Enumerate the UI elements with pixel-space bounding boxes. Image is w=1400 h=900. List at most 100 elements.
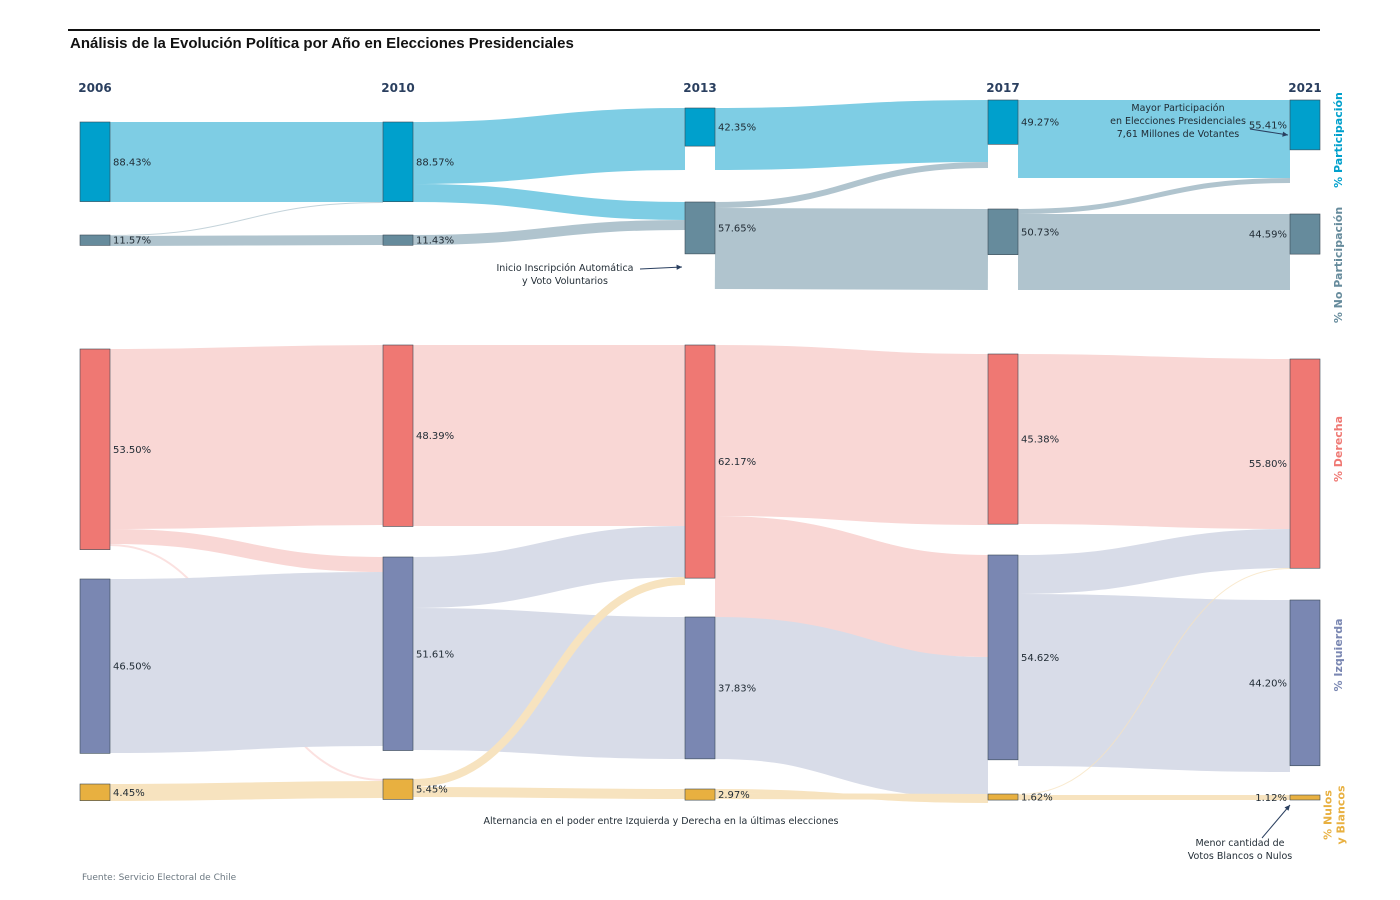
sankey-link bbox=[714, 208, 989, 290]
sankey-link bbox=[714, 617, 989, 799]
sankey-link bbox=[109, 202, 384, 236]
sankey-link bbox=[412, 220, 686, 245]
sankey-link bbox=[714, 345, 989, 525]
group-label: % No Participación bbox=[1332, 207, 1345, 323]
node-label: 42.35% bbox=[718, 123, 756, 134]
sankey-link bbox=[412, 787, 686, 799]
node-label: 88.43% bbox=[113, 157, 151, 168]
group-label-line: % Nulos bbox=[1322, 790, 1335, 840]
annotation-text: Mayor Participación bbox=[1131, 103, 1224, 114]
annotation-arrow bbox=[1261, 804, 1291, 839]
sankey-link bbox=[1017, 594, 1291, 772]
node-d21[interactable] bbox=[1289, 358, 1321, 569]
node-p10[interactable] bbox=[382, 121, 414, 203]
node-label: 2.97% bbox=[718, 790, 750, 801]
year-label: 2017 bbox=[986, 81, 1019, 95]
node-b13[interactable] bbox=[684, 788, 716, 801]
group-label: % Derecha bbox=[1332, 416, 1345, 482]
node-label: 54.62% bbox=[1021, 653, 1059, 664]
annotation-text: en Elecciones Presidenciales bbox=[1110, 116, 1246, 127]
year-label: 2021 bbox=[1288, 81, 1321, 95]
node-label: 50.73% bbox=[1021, 227, 1059, 238]
group-label-line: y Blancos bbox=[1335, 785, 1348, 844]
node-p06[interactable] bbox=[79, 121, 111, 202]
node-n06[interactable] bbox=[79, 234, 111, 246]
node-label: 57.65% bbox=[718, 223, 756, 234]
node-i10[interactable] bbox=[382, 556, 414, 751]
year-label: 2006 bbox=[78, 81, 111, 95]
node-label: 48.39% bbox=[416, 431, 454, 442]
sankey-link bbox=[714, 793, 989, 800]
node-i13[interactable] bbox=[684, 616, 716, 760]
annotation-text: Votos Blancos o Nulos bbox=[1188, 851, 1292, 862]
annotation-text: 7,61 Millones de Votantes bbox=[1117, 129, 1240, 140]
sankey-link bbox=[1017, 354, 1291, 529]
sankey-link bbox=[412, 577, 686, 787]
annotation-arrowhead bbox=[1284, 805, 1290, 811]
group-label-line: % Participación bbox=[1332, 92, 1345, 188]
sankey-link bbox=[412, 184, 686, 220]
links-layer bbox=[109, 99, 1291, 803]
group-label: % Nulos y Blancos bbox=[1322, 785, 1348, 844]
sankey-link bbox=[1017, 178, 1291, 214]
node-d10[interactable] bbox=[382, 344, 414, 527]
year-label: 2013 bbox=[683, 81, 716, 95]
node-i17[interactable] bbox=[987, 554, 1019, 761]
node-p13[interactable] bbox=[684, 107, 716, 147]
node-label: 5.45% bbox=[416, 785, 448, 796]
node-d06[interactable] bbox=[79, 348, 111, 550]
group-label: % Participación bbox=[1332, 92, 1345, 188]
chart-title: Análisis de la Evolución Política por Añ… bbox=[70, 35, 574, 52]
source-note: Fuente: Servicio Electoral de Chile bbox=[82, 873, 237, 883]
group-label: % Izquierda bbox=[1332, 618, 1345, 691]
nodes-layer bbox=[79, 99, 1321, 801]
node-i21[interactable] bbox=[1289, 599, 1321, 767]
node-b10[interactable] bbox=[382, 778, 414, 800]
node-n13[interactable] bbox=[684, 201, 716, 255]
group-label-line: % Derecha bbox=[1332, 416, 1345, 482]
node-d17[interactable] bbox=[987, 353, 1019, 525]
sankey-link bbox=[714, 100, 989, 170]
node-label: 44.20% bbox=[1249, 678, 1287, 689]
sankey-link bbox=[412, 526, 686, 608]
node-b21[interactable] bbox=[1289, 794, 1321, 801]
sankey-link bbox=[714, 162, 989, 208]
annotation-text: Inicio Inscripción Automática bbox=[497, 263, 634, 274]
node-p17[interactable] bbox=[987, 99, 1019, 145]
node-n10[interactable] bbox=[382, 234, 414, 246]
sankey-link bbox=[109, 345, 384, 529]
annotation-text: Menor cantidad de bbox=[1195, 838, 1284, 849]
annotation-text: y Voto Voluntarios bbox=[522, 276, 608, 287]
node-label: 55.80% bbox=[1249, 459, 1287, 470]
sankey-link bbox=[109, 235, 384, 246]
sankey-link bbox=[109, 529, 384, 572]
group-label-line: % No Participación bbox=[1332, 207, 1345, 323]
title-rule bbox=[68, 29, 1320, 31]
node-label: 88.57% bbox=[416, 157, 454, 168]
node-label: 37.83% bbox=[718, 683, 756, 694]
group-label-line: % Izquierda bbox=[1332, 618, 1345, 691]
node-d13[interactable] bbox=[684, 344, 716, 579]
node-p21[interactable] bbox=[1289, 99, 1321, 151]
node-b17[interactable] bbox=[987, 793, 1019, 801]
year-label: 2010 bbox=[381, 81, 414, 95]
node-label: 46.50% bbox=[113, 662, 151, 673]
annotation-arrow bbox=[639, 266, 683, 270]
node-label: 53.50% bbox=[113, 445, 151, 456]
node-label: 1.12% bbox=[1255, 793, 1287, 804]
node-i06[interactable] bbox=[79, 578, 111, 754]
annotation-arrowhead bbox=[676, 264, 682, 270]
sankey-link bbox=[1017, 568, 1291, 795]
node-n21[interactable] bbox=[1289, 213, 1321, 255]
node-n17[interactable] bbox=[987, 208, 1019, 255]
node-b06[interactable] bbox=[79, 783, 111, 801]
sankey-link bbox=[109, 572, 384, 753]
node-label: 55.41% bbox=[1249, 120, 1287, 131]
sankey-link bbox=[714, 516, 989, 657]
sankey-link bbox=[109, 781, 384, 801]
node-label: 51.61% bbox=[416, 649, 454, 660]
node-label: 49.27% bbox=[1021, 118, 1059, 129]
sankey-link bbox=[1017, 529, 1291, 594]
